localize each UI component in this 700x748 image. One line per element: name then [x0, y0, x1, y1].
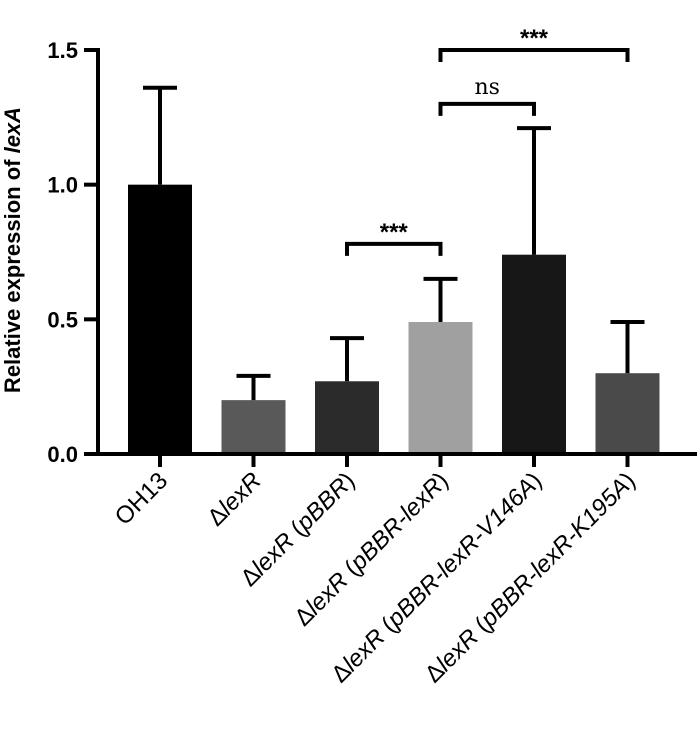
- significance-bracket: [438, 48, 630, 62]
- bar: [502, 254, 566, 454]
- significance-group: *** ns ***: [345, 25, 630, 256]
- bar: [315, 381, 379, 454]
- significance-label: ***: [520, 25, 549, 52]
- bar: [128, 184, 192, 454]
- y-ticks-group: 0.0 0.5 1.0 1.5: [47, 38, 98, 467]
- y-tick-label: 1.0: [47, 173, 78, 198]
- x-tick-label: ΔlexR (pBBR-lexR): [289, 467, 453, 631]
- bar: [221, 400, 286, 454]
- y-tick-label: 0.5: [47, 307, 78, 332]
- significance-bracket: [438, 101, 536, 116]
- y-axis-label: Relative expression of lexA: [0, 107, 25, 393]
- bar: [408, 322, 473, 454]
- bars-group: [128, 184, 660, 454]
- y-tick-label: 1.5: [47, 38, 78, 63]
- significance-bracket: [345, 241, 443, 256]
- axes-group: [96, 48, 697, 456]
- bar: [595, 373, 660, 454]
- x-tick-label: ΔlexR: [202, 467, 266, 531]
- significance-label: ns: [475, 75, 500, 100]
- error-bars-group: [143, 85, 645, 401]
- y-tick-label: 0.0: [47, 442, 78, 467]
- significance-label: ***: [380, 219, 409, 246]
- x-tick-label: OH13: [110, 467, 173, 530]
